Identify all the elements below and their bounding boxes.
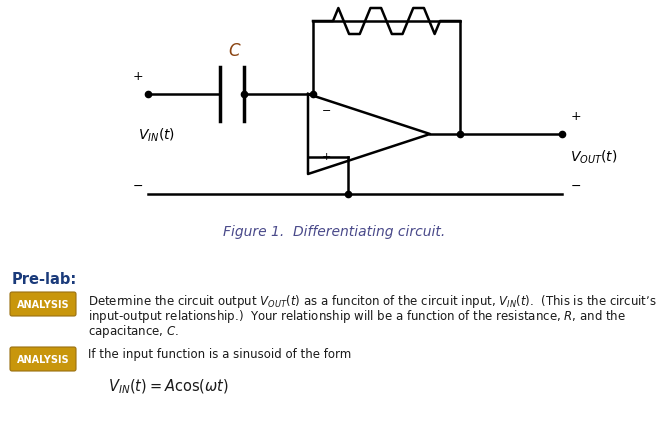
Text: If the input function is a sinusoid of the form: If the input function is a sinusoid of t… <box>88 347 351 360</box>
Text: input-output relationship.)  Your relationship will be a function of the resista: input-output relationship.) Your relatio… <box>88 307 626 324</box>
Text: $-$: $-$ <box>570 178 581 191</box>
Text: Figure 1.  Differentiating circuit.: Figure 1. Differentiating circuit. <box>223 225 445 239</box>
Text: capacitance, $C$.: capacitance, $C$. <box>88 322 179 339</box>
Text: $+$: $+$ <box>570 110 581 123</box>
Text: $V_{OUT}(t)$: $V_{OUT}(t)$ <box>570 148 617 165</box>
Text: $+$: $+$ <box>321 151 331 162</box>
Text: $-$: $-$ <box>132 178 143 191</box>
Text: $-$: $-$ <box>321 104 331 114</box>
Text: $+$: $+$ <box>132 70 143 83</box>
Text: $C$: $C$ <box>228 42 242 60</box>
Text: Determine the circuit output $V_{OUT}(t)$ as a funciton of the circuit input, $V: Determine the circuit output $V_{OUT}(t)… <box>88 292 656 309</box>
Text: $V_{IN}(t)$: $V_{IN}(t)$ <box>138 126 175 144</box>
Text: ANALYSIS: ANALYSIS <box>17 354 70 364</box>
Text: $R$: $R$ <box>381 0 393 3</box>
FancyBboxPatch shape <box>10 347 76 371</box>
Text: $V_{IN}(t) = A\cos(\omega t)$: $V_{IN}(t) = A\cos(\omega t)$ <box>108 377 229 395</box>
FancyBboxPatch shape <box>10 292 76 316</box>
Text: Pre-lab:: Pre-lab: <box>12 271 77 286</box>
Text: ANALYSIS: ANALYSIS <box>17 299 70 309</box>
